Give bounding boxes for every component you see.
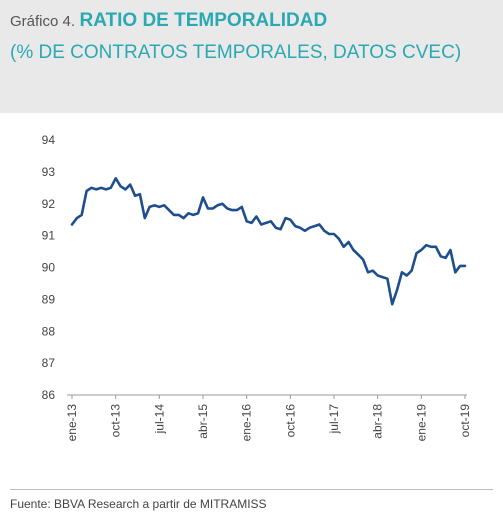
chart-header: Gráfico 4. RATIO DE TEMPORALIDAD (% DE C… — [0, 0, 503, 113]
y-tick-label: 90 — [42, 261, 56, 275]
y-tick-label: 94 — [42, 133, 56, 147]
x-tick-label: ene-19 — [414, 404, 428, 442]
y-tick-label: 93 — [42, 165, 56, 179]
y-tick-label: 87 — [42, 356, 56, 370]
x-tick-label: abr-18 — [371, 404, 385, 439]
x-tick-label: ene-16 — [240, 404, 254, 442]
y-tick-label: 89 — [42, 292, 56, 306]
x-tick-label: oct-13 — [109, 404, 123, 438]
y-tick-label: 88 — [42, 324, 56, 338]
title-line: Gráfico 4. RATIO DE TEMPORALIDAD — [10, 10, 327, 32]
x-tick-label: oct-19 — [458, 404, 472, 438]
chart-title: RATIO DE TEMPORALIDAD — [79, 10, 328, 31]
x-tick-label: jul-17 — [327, 404, 341, 435]
chart-number: Gráfico 4. — [10, 13, 76, 30]
y-tick-label: 86 — [42, 388, 56, 402]
x-tick-label: ene-13 — [65, 404, 79, 442]
x-tick-label: jul-14 — [152, 404, 166, 435]
series-line — [70, 177, 467, 306]
chart-subtitle: (% DE CONTRATOS TEMPORALES, DATOS CVEC) — [10, 42, 462, 63]
line-chart: 86 87 88 89 90 91 92 93 94 ene-13 oct-13 jul-14 abr-… — [42, 133, 472, 442]
x-tick-label: oct-16 — [283, 404, 297, 438]
source-note: Fuente: BBVA Research a partir de MITRAM… — [10, 497, 267, 511]
x-tick-label: abr-15 — [196, 404, 210, 439]
y-tick-label: 92 — [42, 197, 56, 211]
footer-divider — [10, 489, 493, 490]
y-tick-label: 91 — [42, 229, 56, 243]
